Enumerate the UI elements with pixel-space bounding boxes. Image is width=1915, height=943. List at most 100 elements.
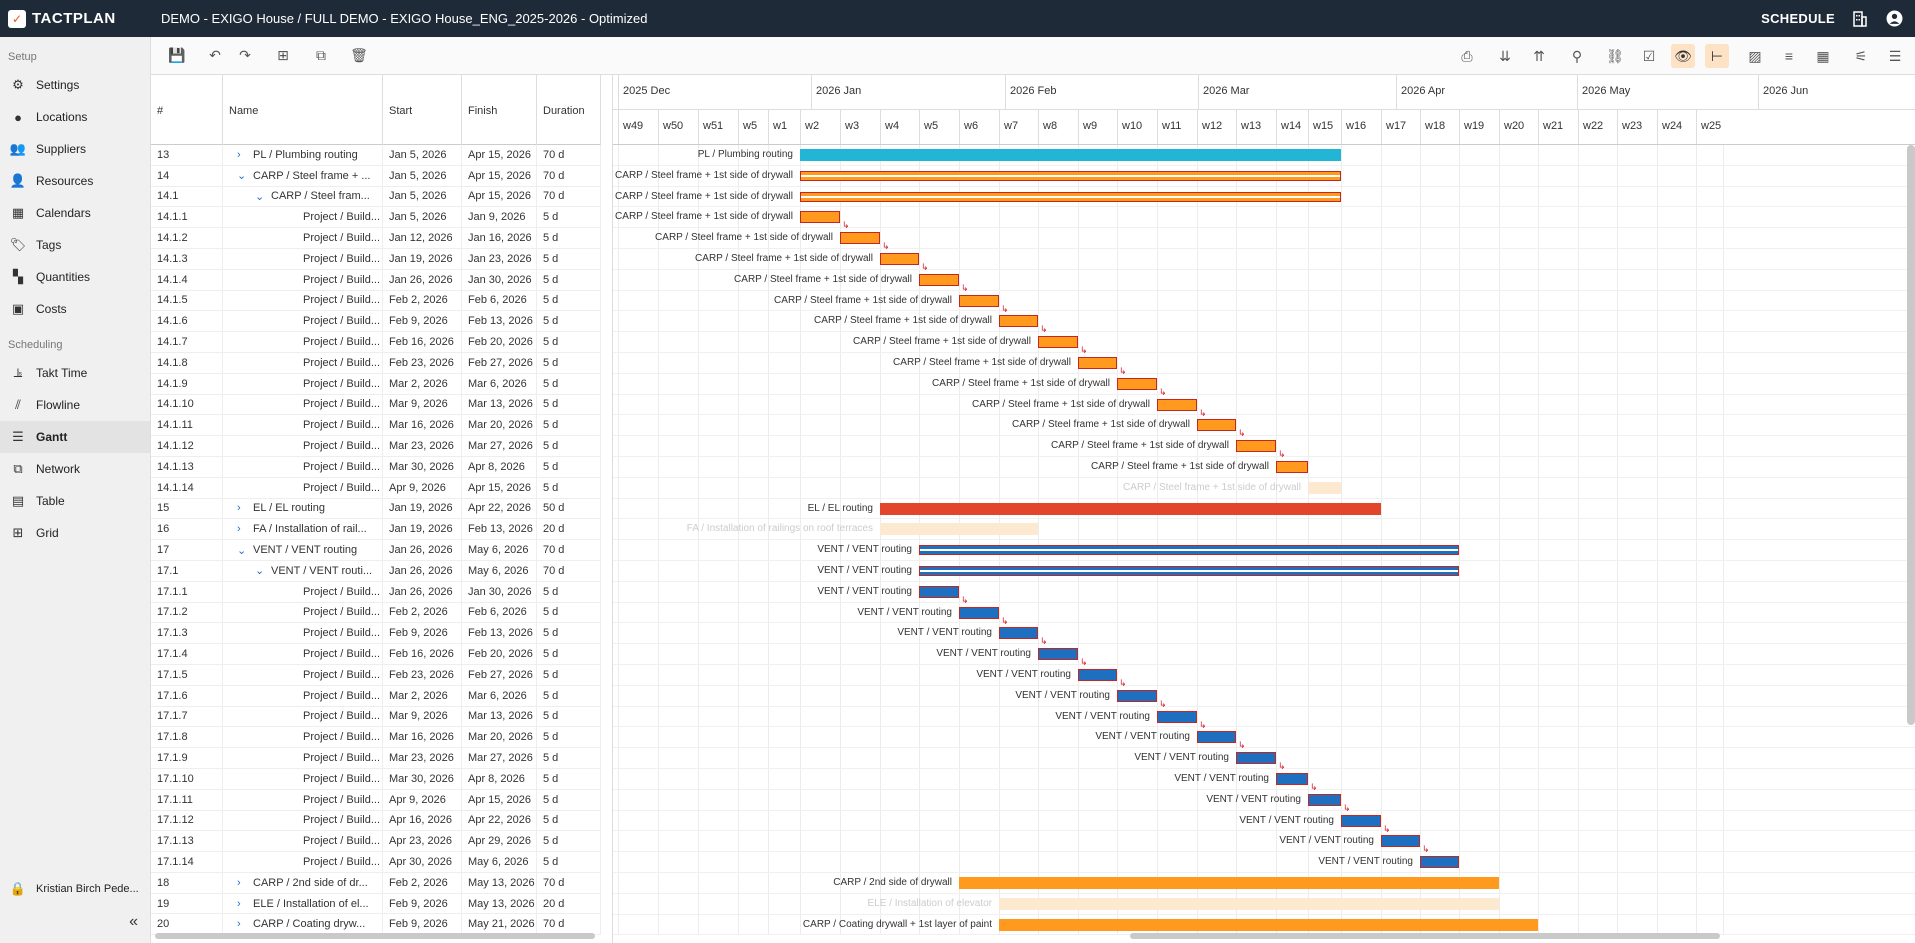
row-finish-cell[interactable]: Jan 16, 2026 — [462, 228, 537, 248]
chevron-down-icon[interactable]: ⌄ — [255, 190, 265, 203]
gantt-bar[interactable] — [1341, 814, 1381, 827]
unlink-icon[interactable]: ⛓ — [1606, 47, 1624, 64]
table-row[interactable]: 17.1.6 Project / Build... Mar 2, 2026 Mar 6… — [151, 685, 601, 707]
table-row[interactable]: 13 › PL / Plumbing routing Jan 5, 2026 Apr 1… — [151, 145, 601, 166]
table-row[interactable]: 14.1 ⌄ CARP / Steel fram... Jan 5, 2026 Apr … — [151, 186, 601, 208]
row-start-cell[interactable]: Feb 9, 2026 — [383, 914, 462, 935]
gantt-bar[interactable] — [800, 170, 1341, 181]
row-num-cell[interactable]: 14.1.4 — [151, 269, 223, 290]
row-num-cell[interactable]: 17.1.9 — [151, 748, 223, 768]
gantt-bar[interactable] — [999, 897, 1499, 910]
row-finish-cell[interactable]: Apr 15, 2026 — [462, 789, 537, 810]
row-name-cell[interactable]: Project / Build... — [223, 415, 383, 436]
row-name-cell[interactable]: Project / Build... — [223, 290, 383, 311]
gantt-bar[interactable] — [959, 294, 999, 307]
table-row[interactable]: 17.1.4 Project / Build... Feb 16, 2026 Feb … — [151, 644, 601, 665]
add-icon[interactable]: ⊞ — [277, 47, 289, 63]
row-name-cell[interactable]: Project / Build... — [223, 477, 383, 498]
row-start-cell[interactable]: Jan 19, 2026 — [383, 248, 462, 269]
row-num-cell[interactable]: 14 — [151, 165, 223, 186]
row-num-cell[interactable]: 17.1.10 — [151, 768, 223, 789]
undo-icon[interactable]: ↶ — [209, 47, 221, 63]
row-num-cell[interactable]: 17.1.14 — [151, 852, 223, 872]
zoom-icon[interactable]: ⚲ — [1571, 47, 1583, 64]
row-num-cell[interactable]: 14.1.14 — [151, 477, 223, 498]
row-start-cell[interactable]: Apr 30, 2026 — [383, 852, 462, 872]
row-name-cell[interactable]: Project / Build... — [223, 852, 383, 872]
gantt-bar[interactable] — [999, 627, 1038, 640]
table-row[interactable]: 14.1.1 Project / Build... Jan 5, 2026 Jan 9… — [151, 207, 601, 229]
row-duration-cell[interactable]: 5 d — [537, 602, 601, 623]
table-row[interactable]: 14.1.4 Project / Build... Jan 26, 2026 Jan … — [151, 269, 601, 291]
row-finish-cell[interactable]: Apr 15, 2026 — [462, 186, 537, 207]
row-num-cell[interactable]: 17.1.13 — [151, 831, 223, 852]
row-name-cell[interactable]: Project / Build... — [223, 623, 383, 644]
row-duration-cell[interactable]: 5 d — [537, 332, 601, 352]
row-duration-cell[interactable]: 5 d — [537, 831, 601, 852]
row-duration-cell[interactable]: 70 d — [537, 872, 601, 893]
row-finish-cell[interactable]: Mar 20, 2026 — [462, 415, 537, 436]
table-row[interactable]: 17 ⌄ VENT / VENT routing Jan 26, 2026 May 6,… — [151, 540, 601, 561]
row-duration-cell[interactable]: 5 d — [537, 748, 601, 768]
row-finish-cell[interactable]: Apr 8, 2026 — [462, 768, 537, 789]
row-finish-cell[interactable]: Mar 6, 2026 — [462, 685, 537, 706]
row-start-cell[interactable]: Jan 19, 2026 — [383, 498, 462, 519]
row-num-cell[interactable]: 15 — [151, 498, 223, 519]
gantt-bar[interactable] — [1038, 336, 1078, 349]
row-num-cell[interactable]: 14.1.6 — [151, 311, 223, 332]
row-finish-cell[interactable]: Mar 13, 2026 — [462, 394, 537, 415]
row-start-cell[interactable]: Mar 30, 2026 — [383, 768, 462, 789]
row-num-cell[interactable]: 17.1.2 — [151, 602, 223, 623]
print-icon[interactable]: ⎙ — [1461, 47, 1473, 64]
gantt-bar[interactable] — [1078, 357, 1117, 369]
chevron-right-icon[interactable]: › — [237, 876, 241, 889]
row-start-cell[interactable]: Feb 9, 2026 — [383, 623, 462, 644]
row-start-cell[interactable]: Apr 23, 2026 — [383, 831, 462, 852]
row-duration-cell[interactable]: 5 d — [537, 352, 601, 373]
sidebar-item-costs[interactable]: ▣ Costs — [0, 293, 150, 325]
filter-icon[interactable]: ⚟ — [1854, 47, 1868, 64]
gantt-bar[interactable] — [1157, 710, 1197, 723]
row-name-cell[interactable]: › CARP / 2nd side of dr... — [223, 872, 383, 893]
table-row[interactable]: 19 › ELE / Installation of el... Feb 9, 202… — [151, 893, 601, 915]
row-num-cell[interactable]: 17.1.5 — [151, 664, 223, 685]
row-name-cell[interactable]: › EL / EL routing — [223, 498, 383, 519]
gantt-bar[interactable] — [1197, 731, 1236, 744]
row-duration-cell[interactable]: 5 d — [537, 228, 601, 248]
column-header-finish[interactable]: Finish — [462, 75, 537, 145]
gantt-bar[interactable] — [919, 566, 1459, 576]
row-start-cell[interactable]: Feb 16, 2026 — [383, 644, 462, 664]
row-start-cell[interactable]: Mar 16, 2026 — [383, 727, 462, 748]
row-finish-cell[interactable]: Mar 6, 2026 — [462, 373, 537, 394]
column-header-start[interactable]: Start — [383, 75, 462, 145]
column-header-duration[interactable]: Duration — [537, 75, 601, 145]
row-duration-cell[interactable]: 5 d — [537, 394, 601, 415]
row-finish-cell[interactable]: Jan 30, 2026 — [462, 581, 537, 602]
collapse-all-icon[interactable]: ⇊ — [1499, 47, 1511, 64]
chevron-down-icon[interactable]: ⌄ — [237, 544, 247, 557]
row-start-cell[interactable]: Jan 5, 2026 — [383, 165, 462, 186]
table-row[interactable]: 17.1.11 Project / Build... Apr 9, 2026 Apr … — [151, 789, 601, 811]
collapse-sidebar-icon[interactable]: « — [129, 913, 138, 930]
row-start-cell[interactable]: Jan 26, 2026 — [383, 540, 462, 560]
table-row[interactable]: 14.1.13 Project / Build... Mar 30, 2026 Apr… — [151, 456, 601, 478]
table-row[interactable]: 17.1.1 Project / Build... Jan 26, 2026 Jan … — [151, 581, 601, 603]
chevron-down-icon[interactable]: ⌄ — [237, 170, 247, 183]
row-name-cell[interactable]: Project / Build... — [223, 311, 383, 332]
delete-icon[interactable]: 🗑 — [350, 47, 368, 63]
row-finish-cell[interactable]: Feb 20, 2026 — [462, 644, 537, 664]
rows-icon[interactable]: ≡ — [1784, 48, 1794, 64]
table-row[interactable]: 18 › CARP / 2nd side of dr... Feb 2, 2026 Ma… — [151, 872, 601, 894]
row-start-cell[interactable]: Feb 9, 2026 — [383, 893, 462, 914]
row-name-cell[interactable]: Project / Build... — [223, 810, 383, 831]
row-duration-cell[interactable]: 5 d — [537, 269, 601, 290]
table-row[interactable]: 14.1.8 Project / Build... Feb 23, 2026 Feb … — [151, 352, 601, 374]
row-finish-cell[interactable]: Apr 15, 2026 — [462, 477, 537, 498]
table-row[interactable]: 17.1.10 Project / Build... Mar 30, 2026 Apr… — [151, 768, 601, 790]
row-name-cell[interactable]: Project / Build... — [223, 207, 383, 228]
gantt-horizontal-scrollbar[interactable] — [1130, 933, 1720, 939]
gantt-bar[interactable] — [1236, 440, 1276, 453]
row-duration-cell[interactable]: 5 d — [537, 477, 601, 498]
row-finish-cell[interactable]: Feb 27, 2026 — [462, 664, 537, 685]
row-finish-cell[interactable]: Apr 29, 2026 — [462, 831, 537, 852]
